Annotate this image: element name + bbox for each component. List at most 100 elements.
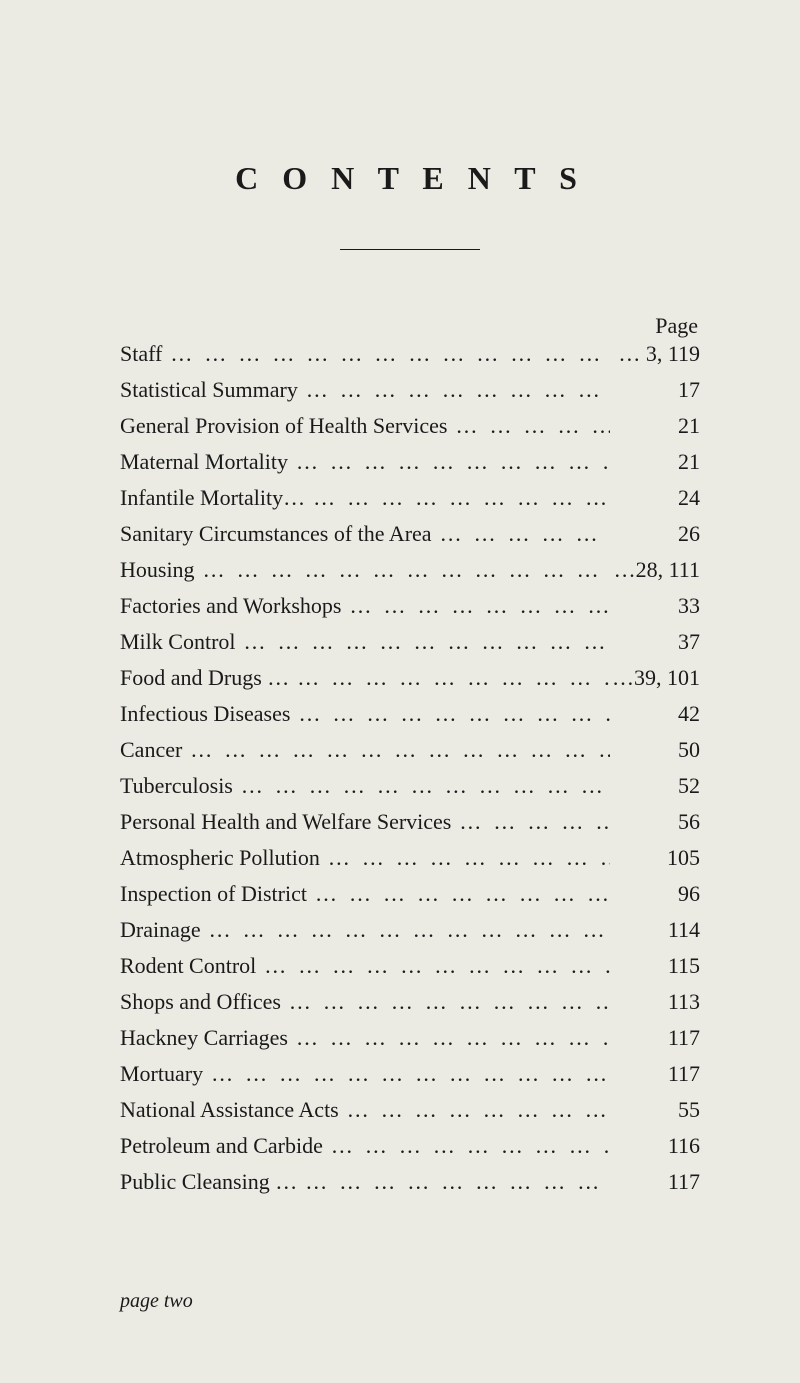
toc-label: General Provision of Health Services — [120, 415, 447, 437]
toc-label: Rodent Control — [120, 955, 256, 977]
toc-row: Factories and Workshops……………………………………………… — [120, 595, 700, 617]
toc-leader: …………………………………………………… — [195, 559, 610, 581]
toc-row: Personal Health and Welfare Services…………… — [120, 811, 700, 833]
toc-row: Infectious Diseases……………………………………………………4… — [120, 703, 700, 725]
page-title: C O N T E N T S — [120, 160, 700, 197]
toc-label: Tuberculosis — [120, 775, 233, 797]
title-rule-wrap — [120, 237, 700, 255]
toc-leader: …………………………………………………… — [447, 415, 610, 437]
toc-leader: …………………………………………………… — [256, 955, 610, 977]
toc-page: 24 — [610, 487, 700, 509]
toc-leader: …………………………………………………… — [432, 523, 610, 545]
toc-label: Milk Control — [120, 631, 236, 653]
toc-page: 17 — [610, 379, 700, 401]
toc-row: Maternal Mortality……………………………………………………21 — [120, 451, 700, 473]
toc-label: Sanitary Circumstances of the Area — [120, 523, 432, 545]
toc-label: Staff — [120, 343, 162, 365]
toc-leader: …………………………………………………… — [320, 847, 610, 869]
toc-row: Milk Control……………………………………………………37 — [120, 631, 700, 653]
toc-page: 33 — [610, 595, 700, 617]
toc-leader: …………………………………………………… — [290, 703, 610, 725]
toc-page: 105 — [610, 847, 700, 869]
toc-leader: …………………………………………………… — [297, 1171, 610, 1193]
toc-page: 96 — [610, 883, 700, 905]
toc-page: 21 — [610, 451, 700, 473]
toc-leader: …………………………………………………… — [341, 595, 610, 617]
toc-page: 52 — [610, 775, 700, 797]
toc-row: General Provision of Health Services…………… — [120, 415, 700, 437]
toc-leader: …………………………………………………… — [288, 1027, 610, 1049]
toc-leader: …………………………………………………… — [451, 811, 610, 833]
toc-label: Mortuary — [120, 1063, 203, 1085]
toc-row: Inspection of District………………………………………………… — [120, 883, 700, 905]
toc-row: Infantile Mortality………………………………………………………… — [120, 487, 700, 509]
toc-leader: …………………………………………………… — [323, 1135, 610, 1157]
toc-label: Housing — [120, 559, 195, 581]
toc-page: … 3, 119 — [610, 343, 700, 365]
toc-label: Maternal Mortality — [120, 451, 288, 473]
toc-label: National Assistance Acts — [120, 1099, 339, 1121]
toc-label: Infectious Diseases — [120, 703, 290, 725]
toc-leader: …………………………………………………… — [162, 343, 610, 365]
toc-page: …39, 101 — [610, 667, 700, 689]
toc-row: National Assistance Acts…………………………………………… — [120, 1099, 700, 1121]
toc-leader: …………………………………………………… — [307, 883, 610, 905]
toc-page: 37 — [610, 631, 700, 653]
page-footer: page two — [120, 1290, 193, 1313]
toc-page: 50 — [610, 739, 700, 761]
toc-leader: …………………………………………………… — [201, 919, 610, 941]
toc-label: Cancer — [120, 739, 182, 761]
toc-page: 115 — [610, 955, 700, 977]
toc-row: Atmospheric Pollution…………………………………………………… — [120, 847, 700, 869]
toc-leader: …………………………………………………… — [203, 1063, 610, 1085]
toc-label: Shops and Offices — [120, 991, 281, 1013]
toc-row: Tuberculosis……………………………………………………52 — [120, 775, 700, 797]
toc-leader: …………………………………………………… — [288, 451, 610, 473]
toc-row: Mortuary……………………………………………………117 — [120, 1063, 700, 1085]
toc-label: Infantile Mortality… — [120, 487, 305, 509]
title-rule — [340, 249, 480, 250]
toc-row: Staff……………………………………………………… 3, 119 — [120, 343, 700, 365]
toc-label: Drainage — [120, 919, 201, 941]
toc-page: 42 — [610, 703, 700, 725]
toc-page: 21 — [610, 415, 700, 437]
page-column-header: Page — [120, 315, 700, 337]
toc-row: Public Cleansing ………………………………………………………11… — [120, 1171, 700, 1193]
toc-label: Hackney Carriages — [120, 1027, 288, 1049]
page: C O N T E N T S Page Staff……………………………………… — [0, 0, 800, 1383]
toc-label: Statistical Summary — [120, 379, 298, 401]
toc-label: Petroleum and Carbide — [120, 1135, 323, 1157]
toc-page: 56 — [610, 811, 700, 833]
toc-page: 114 — [610, 919, 700, 941]
toc-row: Sanitary Circumstances of the Area………………… — [120, 523, 700, 545]
toc-page: 116 — [610, 1135, 700, 1157]
toc-rows: Staff……………………………………………………… 3, 119Statist… — [120, 343, 700, 1193]
toc-label: Food and Drugs … — [120, 667, 289, 689]
toc-label: Factories and Workshops — [120, 595, 341, 617]
toc-leader: …………………………………………………… — [305, 487, 610, 509]
toc-leader: …………………………………………………… — [233, 775, 610, 797]
toc-leader: …………………………………………………… — [298, 379, 610, 401]
toc-row: Housing………………………………………………………28, 111 — [120, 559, 700, 581]
toc-page: 55 — [610, 1099, 700, 1121]
toc-row: Petroleum and Carbide…………………………………………………… — [120, 1135, 700, 1157]
toc-label: Inspection of District — [120, 883, 307, 905]
toc-row: Statistical Summary……………………………………………………1… — [120, 379, 700, 401]
toc-leader: …………………………………………………… — [281, 991, 610, 1013]
toc-row: Rodent Control……………………………………………………115 — [120, 955, 700, 977]
toc-page: 117 — [610, 1063, 700, 1085]
toc-row: Cancer……………………………………………………50 — [120, 739, 700, 761]
toc-row: Shops and Offices……………………………………………………113 — [120, 991, 700, 1013]
toc-leader: …………………………………………………… — [289, 667, 610, 689]
toc-row: Drainage……………………………………………………114 — [120, 919, 700, 941]
toc-row: Hackney Carriages……………………………………………………117 — [120, 1027, 700, 1049]
contents-list: Page Staff……………………………………………………… 3, 119St… — [120, 315, 700, 1193]
toc-page: 26 — [610, 523, 700, 545]
toc-page: …28, 111 — [610, 559, 700, 581]
toc-leader: …………………………………………………… — [182, 739, 610, 761]
toc-label: Atmospheric Pollution — [120, 847, 320, 869]
toc-page: 117 — [610, 1171, 700, 1193]
toc-label: Public Cleansing … — [120, 1171, 297, 1193]
toc-page: 117 — [610, 1027, 700, 1049]
toc-leader: …………………………………………………… — [339, 1099, 610, 1121]
